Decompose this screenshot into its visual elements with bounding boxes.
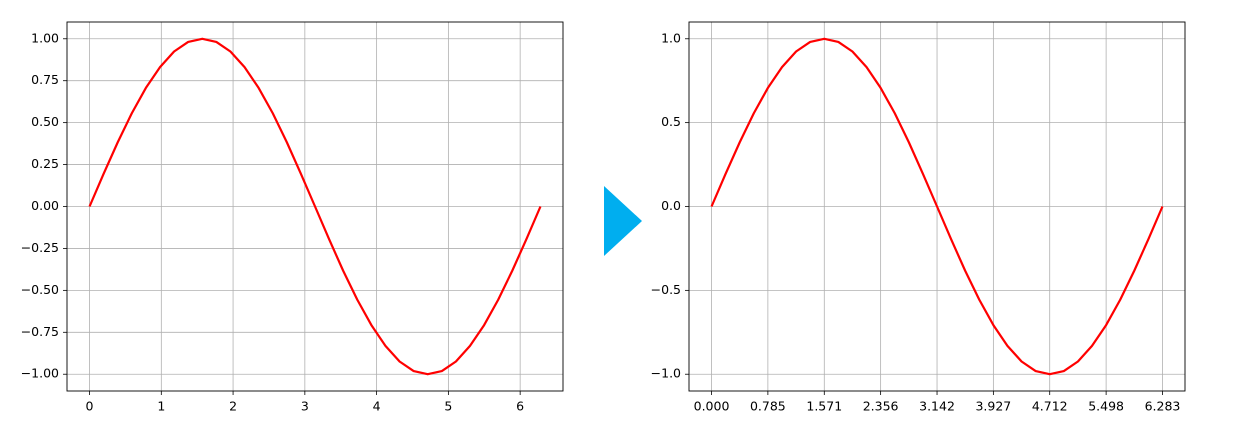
x-tick-label: 6 xyxy=(516,399,524,414)
y-tick-label: 0.25 xyxy=(31,156,59,171)
arrow xyxy=(604,186,642,256)
x-tick-label: 3.142 xyxy=(919,399,955,414)
sine-curve xyxy=(88,37,542,376)
x-tick-label: 2 xyxy=(229,399,237,414)
x-tick-label: 5.498 xyxy=(1088,399,1124,414)
x-tick-label: 2.356 xyxy=(863,399,899,414)
y-tick-label: −0.25 xyxy=(21,240,59,255)
axes-frame xyxy=(66,21,564,392)
x-tick-label: 1 xyxy=(157,399,165,414)
y-tick-label: −0.75 xyxy=(21,324,59,339)
y-tick-label: 1.00 xyxy=(31,30,59,45)
y-tick-label: 0.75 xyxy=(31,72,59,87)
x-tick-label: 5 xyxy=(444,399,452,414)
y-tick-label: −1.00 xyxy=(21,366,59,381)
y-tick-label: −0.50 xyxy=(21,282,59,297)
x-tick-label: 6.283 xyxy=(1145,399,1181,414)
x-tick-label: 0.785 xyxy=(750,399,786,414)
x-tick-label: 3 xyxy=(301,399,309,414)
y-tick-label: 0.0 xyxy=(661,198,681,213)
y-tick-label: 0.00 xyxy=(31,198,59,213)
x-tick-label: 4.712 xyxy=(1032,399,1068,414)
axes-frame xyxy=(688,21,1186,392)
x-tick-label: 3.927 xyxy=(975,399,1011,414)
sine-curve xyxy=(710,37,1164,376)
y-tick-label: −1.0 xyxy=(651,366,681,381)
y-tick-label: 0.5 xyxy=(661,114,681,129)
x-tick-label: 0 xyxy=(86,399,94,414)
y-tick-label: 0.50 xyxy=(31,114,59,129)
x-tick-label: 4 xyxy=(373,399,381,414)
y-tick-label: 1.0 xyxy=(661,30,681,45)
x-tick-label: 1.571 xyxy=(806,399,842,414)
y-tick-label: −0.5 xyxy=(651,282,681,297)
x-tick-label: 0.000 xyxy=(694,399,730,414)
